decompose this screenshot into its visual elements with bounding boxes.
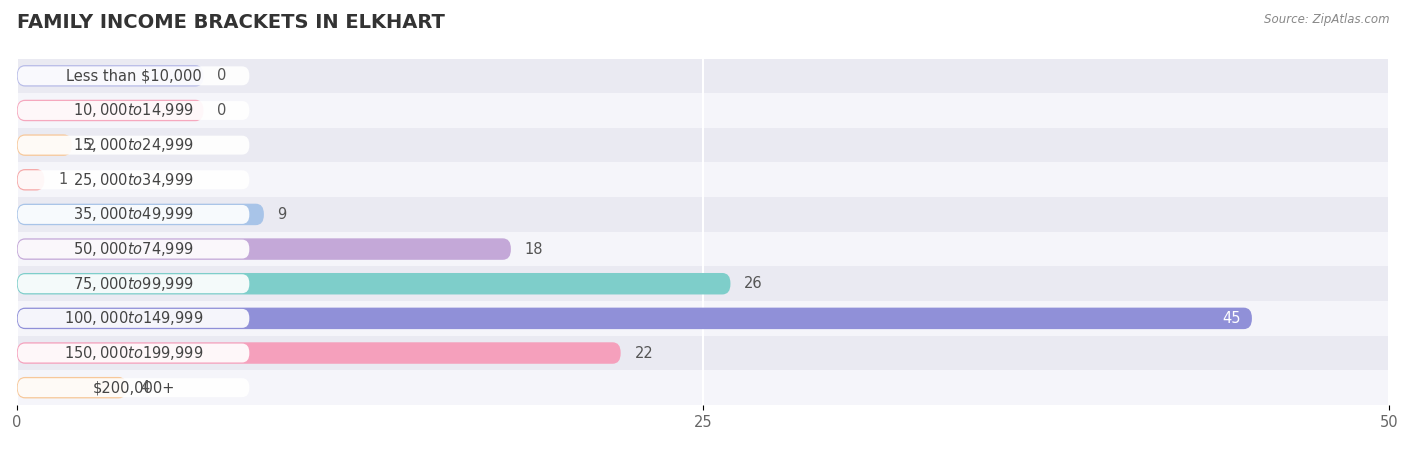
- Text: Less than $10,000: Less than $10,000: [66, 68, 201, 83]
- FancyBboxPatch shape: [18, 274, 249, 293]
- Bar: [17, 301, 1389, 336]
- Text: $75,000 to $99,999: $75,000 to $99,999: [73, 274, 194, 292]
- Text: 22: 22: [634, 346, 654, 360]
- FancyBboxPatch shape: [18, 66, 249, 86]
- Bar: [17, 370, 1389, 405]
- FancyBboxPatch shape: [18, 135, 249, 155]
- Bar: [17, 266, 1389, 301]
- FancyBboxPatch shape: [18, 170, 249, 189]
- Text: 2: 2: [86, 138, 94, 153]
- Text: 0: 0: [217, 103, 226, 118]
- FancyBboxPatch shape: [17, 238, 510, 260]
- FancyBboxPatch shape: [17, 169, 45, 190]
- FancyBboxPatch shape: [18, 309, 249, 328]
- Text: $10,000 to $14,999: $10,000 to $14,999: [73, 101, 194, 119]
- Bar: [17, 93, 1389, 128]
- Text: 18: 18: [524, 242, 543, 256]
- Text: $150,000 to $199,999: $150,000 to $199,999: [63, 344, 204, 362]
- Text: $35,000 to $49,999: $35,000 to $49,999: [73, 205, 194, 223]
- FancyBboxPatch shape: [17, 308, 1251, 329]
- FancyBboxPatch shape: [17, 204, 264, 225]
- FancyBboxPatch shape: [18, 343, 249, 363]
- Text: $15,000 to $24,999: $15,000 to $24,999: [73, 136, 194, 154]
- FancyBboxPatch shape: [17, 100, 204, 121]
- FancyBboxPatch shape: [18, 101, 249, 120]
- FancyBboxPatch shape: [18, 205, 249, 224]
- Bar: [17, 232, 1389, 266]
- Text: 26: 26: [744, 276, 763, 291]
- Text: 0: 0: [217, 68, 226, 83]
- Text: FAMILY INCOME BRACKETS IN ELKHART: FAMILY INCOME BRACKETS IN ELKHART: [17, 14, 444, 32]
- FancyBboxPatch shape: [17, 377, 127, 398]
- FancyBboxPatch shape: [18, 239, 249, 259]
- Bar: [17, 128, 1389, 162]
- Text: $100,000 to $149,999: $100,000 to $149,999: [63, 310, 204, 327]
- FancyBboxPatch shape: [17, 273, 731, 294]
- Bar: [17, 197, 1389, 232]
- Text: 45: 45: [1222, 311, 1241, 326]
- FancyBboxPatch shape: [17, 65, 204, 86]
- FancyBboxPatch shape: [17, 342, 620, 364]
- Text: $25,000 to $34,999: $25,000 to $34,999: [73, 171, 194, 189]
- Text: 9: 9: [277, 207, 287, 222]
- FancyBboxPatch shape: [18, 378, 249, 397]
- Text: Source: ZipAtlas.com: Source: ZipAtlas.com: [1264, 14, 1389, 27]
- FancyBboxPatch shape: [17, 135, 72, 156]
- Text: 1: 1: [58, 172, 67, 187]
- Text: 4: 4: [141, 380, 149, 395]
- Bar: [17, 336, 1389, 370]
- Text: $50,000 to $74,999: $50,000 to $74,999: [73, 240, 194, 258]
- Text: $200,000+: $200,000+: [93, 380, 174, 395]
- Bar: [17, 162, 1389, 197]
- Bar: [17, 58, 1389, 93]
